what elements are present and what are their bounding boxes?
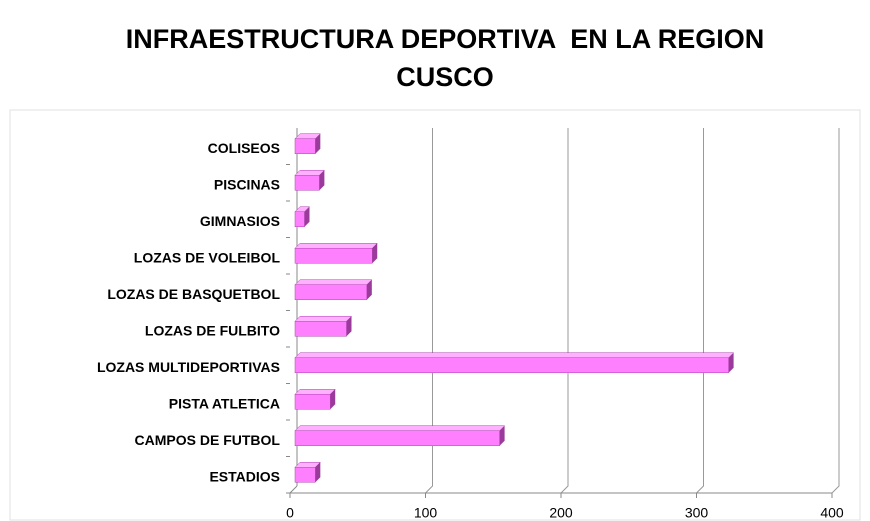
bar-front: [294, 321, 347, 337]
x-tick-label: 100: [414, 505, 438, 521]
y-tick-label: PISCINAS: [214, 176, 280, 192]
bar: [294, 206, 311, 227]
bar-top: [294, 389, 336, 395]
bar-side: [346, 316, 352, 337]
bar-top: [294, 243, 378, 249]
x-tick-label: 400: [820, 505, 844, 521]
bar: [294, 316, 353, 337]
chart-title: INFRAESTRUCTURA DEPORTIVA EN LA REGION C…: [125, 24, 772, 92]
bar-side: [315, 133, 321, 154]
bar-front: [294, 394, 331, 410]
bar-top: [294, 316, 353, 322]
bar-front: [294, 138, 316, 154]
y-tick-label: COLISEOS: [208, 140, 280, 156]
bar-side: [315, 462, 321, 483]
y-tick-label: LOZAS MULTIDEPORTIVAS: [97, 359, 280, 375]
bar: [294, 462, 321, 483]
bar-side: [304, 206, 310, 227]
bar-top: [294, 279, 373, 285]
y-tick-label: LOZAS DE FULBITO: [145, 322, 280, 338]
bar-side: [319, 170, 325, 191]
grid-line: [560, 128, 569, 494]
bar-side: [330, 389, 336, 410]
bar-side: [366, 279, 372, 300]
bar-front: [294, 357, 729, 373]
y-tick-label: LOZAS DE BASQUETBOL: [107, 286, 280, 302]
y-tick-label: LOZAS DE VOLEIBOL: [134, 249, 281, 265]
bar: [294, 352, 735, 373]
bar-front: [294, 284, 368, 300]
y-tick-label: PISTA ATLETICA: [169, 395, 280, 411]
bar-front: [294, 430, 500, 446]
bar-top: [294, 425, 506, 431]
bar-top: [294, 170, 325, 176]
grid-line: [696, 128, 704, 494]
bar-side: [499, 425, 505, 446]
bar-top: [294, 352, 735, 358]
y-tick-label: ESTADIOS: [209, 468, 280, 484]
bar-front: [294, 467, 316, 483]
y-tick-label: GIMNASIOS: [200, 213, 280, 229]
bar: [294, 279, 373, 300]
x-tick-label: 300: [685, 505, 709, 521]
bar: [294, 425, 506, 446]
bar-front: [294, 248, 373, 264]
bar-front: [294, 211, 305, 227]
y-tick-label: CAMPOS DE FUTBOL: [135, 432, 281, 448]
grid-line: [425, 128, 433, 494]
grid-line: [831, 128, 840, 494]
bar-front: [294, 175, 320, 191]
bar: [294, 170, 325, 191]
plot-border: [9, 109, 861, 521]
bar-side: [372, 243, 378, 264]
x-tick-label: 0: [286, 505, 294, 521]
bar: [294, 389, 336, 410]
x-tick-label: 200: [549, 505, 573, 521]
bar: [294, 133, 321, 154]
bar: [294, 243, 378, 264]
bar-side: [728, 352, 734, 373]
y-axis: [289, 485, 298, 494]
